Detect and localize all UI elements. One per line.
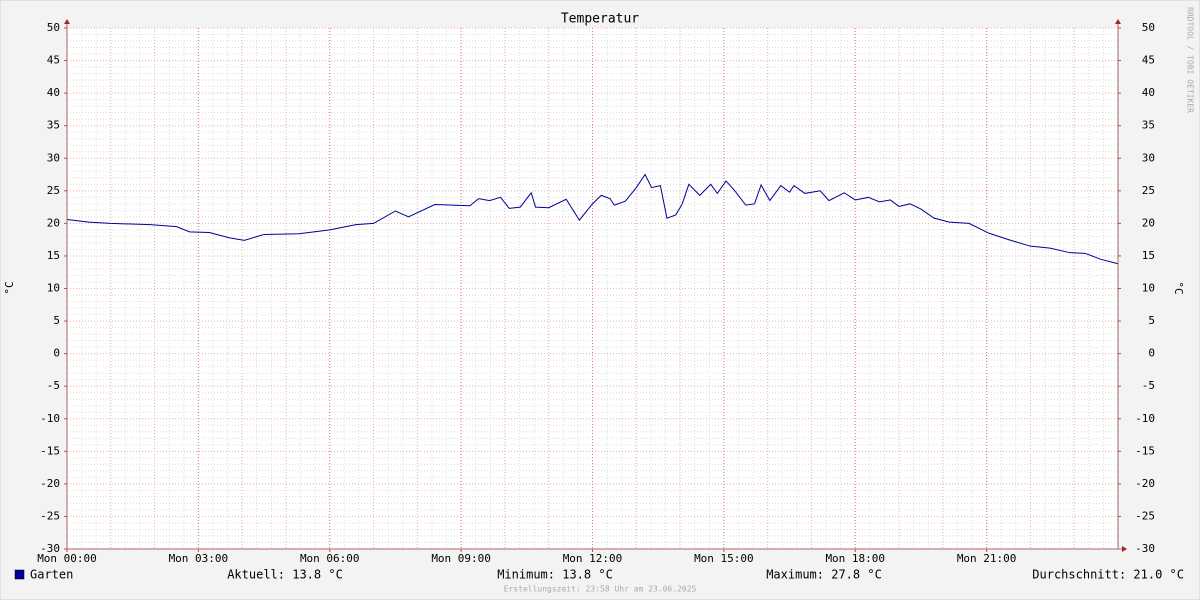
y-tick-label: 30 bbox=[47, 151, 60, 164]
y-tick-label: -15 bbox=[40, 444, 60, 457]
y2-tick-label: -10 bbox=[1135, 412, 1155, 425]
x-tick-label: Mon 06:00 bbox=[300, 552, 360, 565]
y2-tick-label: 30 bbox=[1142, 151, 1155, 164]
x-tick-label: Mon 12:00 bbox=[563, 552, 623, 565]
axis-arrow bbox=[1115, 19, 1121, 24]
y-tick-label: 45 bbox=[47, 54, 60, 67]
y2-tick-label: -20 bbox=[1135, 477, 1155, 490]
axis-arrow bbox=[64, 19, 70, 24]
y-tick-label: -10 bbox=[40, 412, 60, 425]
y-tick-label: -25 bbox=[40, 509, 60, 522]
legend-label: Garten bbox=[30, 568, 73, 582]
y-tick-label: 25 bbox=[47, 184, 60, 197]
y-tick-label: -5 bbox=[47, 379, 60, 392]
y2-tick-label: 0 bbox=[1148, 347, 1155, 360]
x-tick-label: Mon 18:00 bbox=[825, 552, 885, 565]
grid bbox=[64, 27, 1121, 552]
legend-swatch bbox=[14, 569, 25, 580]
x-tick-label: Mon 21:00 bbox=[957, 552, 1017, 565]
y2-tick-label: -30 bbox=[1135, 542, 1155, 555]
line bbox=[66, 173, 1119, 265]
y2-tick-label: 50 bbox=[1142, 21, 1155, 34]
y-tick-label: 15 bbox=[47, 249, 60, 262]
y2-tick-label: 45 bbox=[1142, 54, 1155, 67]
y-axis-label: °C bbox=[3, 281, 16, 294]
y-tick-label: 0 bbox=[53, 347, 60, 360]
y2-tick-label: 25 bbox=[1142, 184, 1155, 197]
y2-tick-label: 5 bbox=[1148, 314, 1155, 327]
y-tick-label: 35 bbox=[47, 119, 60, 132]
stat-label: Durchschnitt: 21.0 °C bbox=[1032, 568, 1184, 582]
y2-tick-label: -25 bbox=[1135, 509, 1155, 522]
y-tick-label: 20 bbox=[47, 216, 60, 229]
y-tick-label: 50 bbox=[47, 21, 60, 34]
y2-tick-label: -15 bbox=[1135, 444, 1155, 457]
y2-tick-label: -5 bbox=[1142, 379, 1155, 392]
chart-title: Temperatur bbox=[561, 12, 639, 27]
y2-tick-label: 40 bbox=[1142, 86, 1155, 99]
stat-label: Minimum: 13.8 °C bbox=[497, 568, 613, 582]
y2-tick-label: 20 bbox=[1142, 216, 1155, 229]
y-tick-label: 40 bbox=[47, 86, 60, 99]
stat-label: Aktuell: 13.8 °C bbox=[227, 568, 343, 582]
y-tick-label: 5 bbox=[53, 314, 60, 327]
x-tick-label: Mon 00:00 bbox=[37, 552, 97, 565]
stat-label: Maximum: 27.8 °C bbox=[766, 568, 882, 582]
y2-axis-label: °C bbox=[1172, 281, 1185, 294]
y-tick-label: -20 bbox=[40, 477, 60, 490]
y2-tick-label: 35 bbox=[1142, 119, 1155, 132]
marks bbox=[66, 173, 1119, 265]
footer: Erstellungszeit: 23:58 Uhr am 23.06.2025 bbox=[504, 585, 697, 594]
watermark: RRDTOOL / TOBI OETIKER bbox=[1186, 7, 1195, 113]
x-tick-label: Mon 09:00 bbox=[431, 552, 491, 565]
y2-tick-label: 15 bbox=[1142, 249, 1155, 262]
x-tick-label: Mon 15:00 bbox=[694, 552, 754, 565]
y2-tick-label: 10 bbox=[1142, 282, 1155, 295]
axis-arrow bbox=[1122, 546, 1127, 552]
x-tick-label: Mon 03:00 bbox=[169, 552, 229, 565]
y-tick-label: 10 bbox=[47, 282, 60, 295]
y-tick-label: -30 bbox=[40, 542, 60, 555]
